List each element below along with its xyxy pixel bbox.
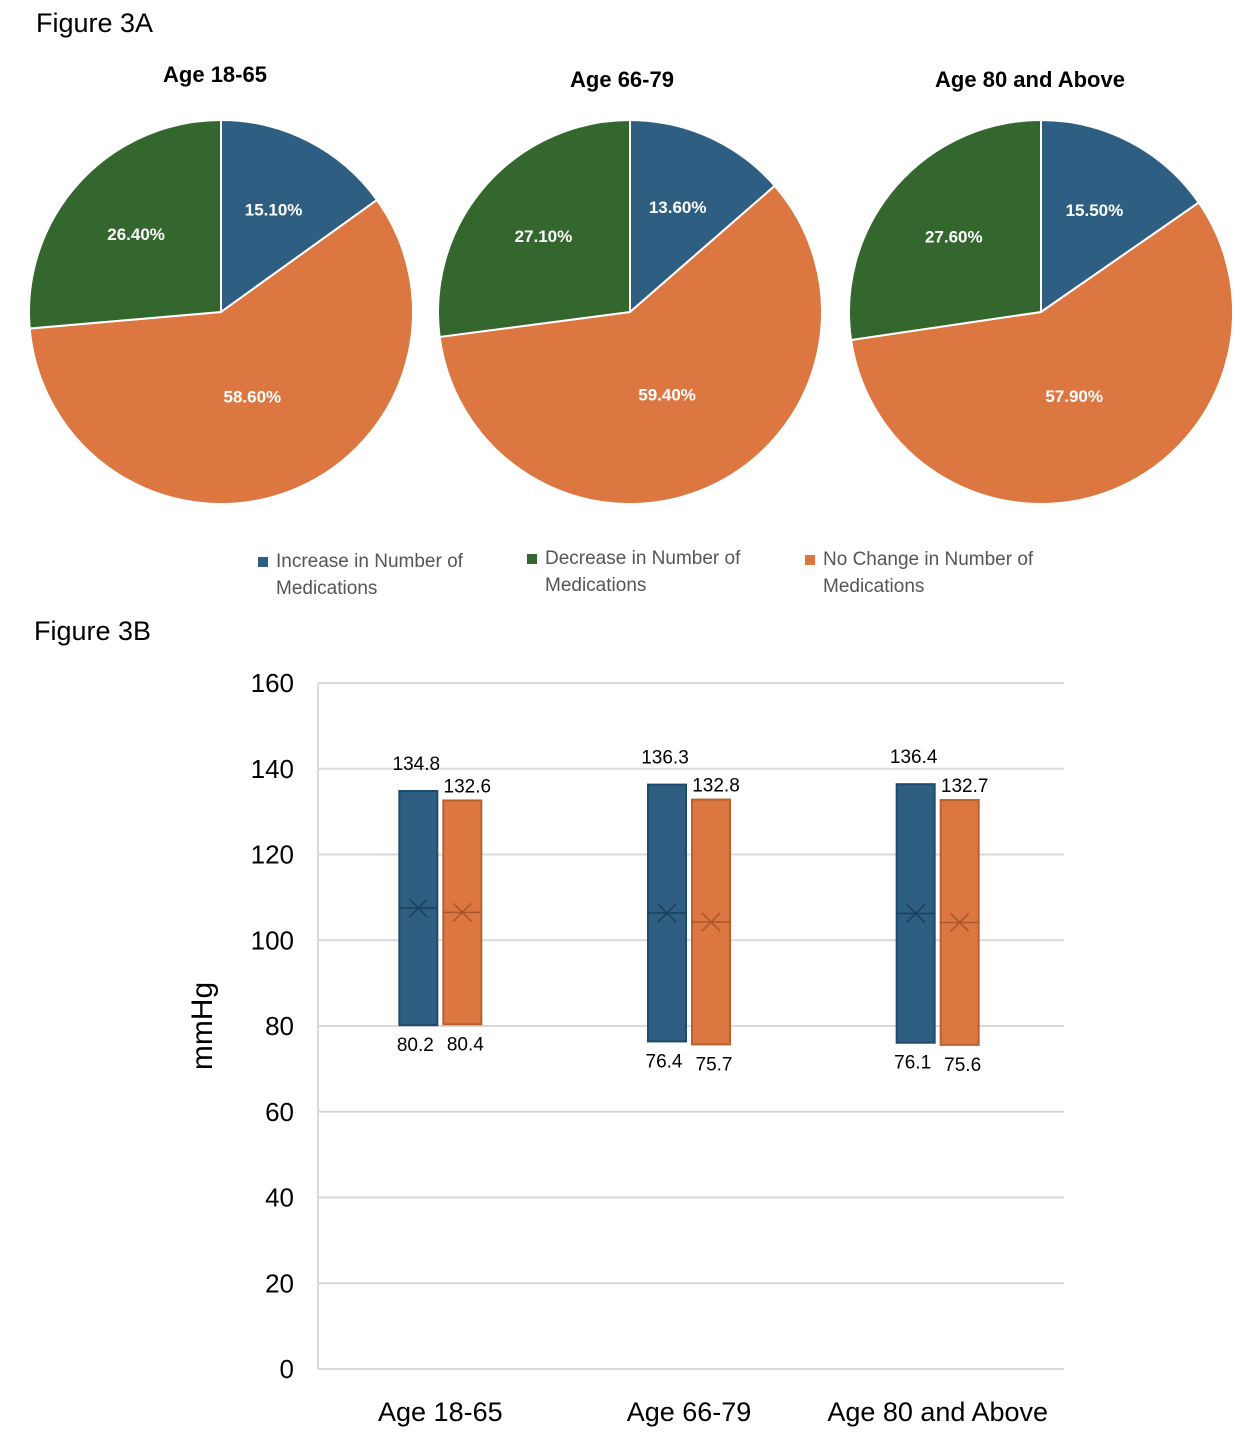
pie-label-age-66-79-no_change: 59.40% [638, 385, 696, 404]
mean-marker-increase [408, 898, 428, 918]
legend-label-increase: Increase in Number of Medications [276, 551, 463, 599]
mean-marker-increase [906, 903, 926, 923]
legend-label-no-change: No Change in Number of Medications [823, 549, 1034, 597]
figure-3b-label: Figure 3B [34, 616, 152, 646]
legend-swatch-no-change [805, 555, 815, 565]
pie-slice-age-18-65-decrease [28, 118, 222, 330]
low-label-increase: 76.4 [646, 1051, 683, 1072]
high-label-increase: 136.4 [890, 747, 938, 768]
pie-slice-age-18-65-no_change [28, 198, 414, 506]
y-tick-label: 120 [251, 840, 294, 870]
pie-title-age-18-65: Age 18-65 [163, 62, 267, 87]
pie-slice-age-80-above-decrease [848, 118, 1042, 342]
mean-marker-no_change [701, 912, 721, 932]
legend-swatch-increase [258, 557, 268, 567]
y-tick-label: 100 [251, 925, 294, 955]
mean-marker-increase [657, 903, 677, 923]
pie-label-age-18-65-increase: 15.10% [245, 200, 303, 219]
legend-item-no-change: No Change in Number of Medications [805, 546, 1045, 600]
pie-slice-age-66-79-increase [629, 118, 777, 315]
legend-item-increase: Increase in Number of Medications [258, 548, 498, 602]
pie-title-age-66-79: Age 66-79 [570, 67, 674, 92]
mean-marker-no_change [452, 902, 472, 922]
high-label-no_change: 132.8 [692, 776, 740, 797]
legend-item-decrease: Decrease in Number of Medications [527, 545, 767, 599]
pie-slice-age-80-above-increase [1040, 118, 1201, 314]
legend-swatch-decrease [527, 554, 537, 564]
pie-label-age-18-65-decrease: 26.40% [107, 225, 165, 244]
range-bar-increase [398, 790, 439, 1027]
high-label-increase: 134.8 [393, 754, 441, 775]
y-tick-label: 0 [280, 1354, 294, 1384]
legend-label-decrease: Decrease in Number of Medications [545, 548, 741, 596]
pie-title-age-80-above: Age 80 and Above [935, 67, 1125, 92]
pie-label-age-66-79-increase: 13.60% [649, 198, 707, 217]
pie-label-age-80-above-decrease: 27.60% [925, 228, 983, 247]
y-tick-label: 60 [265, 1097, 294, 1127]
range-bar-increase [895, 783, 936, 1044]
pie-slice-age-66-79-no_change [438, 184, 823, 505]
low-label-no_change: 75.6 [944, 1055, 981, 1076]
x-category-label: Age 18-65 [378, 1397, 503, 1427]
range-bar-no_change [691, 798, 731, 1046]
range-bar-no_change [939, 799, 980, 1046]
low-label-no_change: 75.7 [696, 1054, 733, 1075]
range-bar-no_change [442, 799, 483, 1026]
y-tick-label: 140 [251, 754, 294, 784]
y-tick-label: 160 [251, 668, 294, 698]
y-tick-label: 40 [265, 1183, 294, 1213]
high-label-no_change: 132.6 [444, 776, 492, 797]
pie-slice-age-66-79-decrease [437, 118, 631, 339]
range-bar-increase [647, 783, 687, 1043]
pie-slice-age-18-65-increase [220, 118, 379, 314]
high-label-no_change: 132.7 [941, 776, 989, 797]
low-label-increase: 76.1 [894, 1053, 931, 1074]
x-category-label: Age 80 and Above [827, 1397, 1048, 1427]
pie-label-age-66-79-decrease: 27.10% [515, 227, 573, 246]
high-label-increase: 136.3 [641, 748, 689, 769]
legend: Increase in Number of Medications Decrea… [0, 548, 1256, 608]
y-tick-label: 20 [265, 1268, 294, 1298]
figure-3a-label: Figure 3A [36, 8, 154, 38]
pie-label-age-80-above-increase: 15.50% [1066, 201, 1124, 220]
low-label-increase: 80.2 [397, 1035, 434, 1056]
pie-slice-age-80-above-no_change [849, 201, 1234, 505]
mean-marker-no_change [950, 912, 970, 932]
pie-charts: 15.10% 58.60% 26.40% 13.60% 59.40% 27.10% 15.5… [28, 118, 1234, 506]
pie-label-age-80-above-no_change: 57.90% [1045, 387, 1103, 406]
low-label-no_change: 80.4 [447, 1034, 484, 1055]
pie-label-age-18-65-no_change: 58.60% [224, 388, 282, 407]
y-axis-title: mmHg [186, 982, 219, 1070]
y-tick-label: 80 [265, 1011, 294, 1041]
x-category-label: Age 66-79 [627, 1397, 752, 1427]
